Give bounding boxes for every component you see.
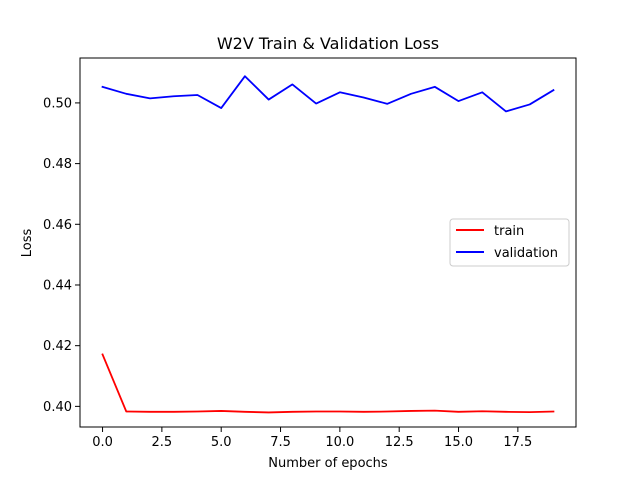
x-axis-ticks: 0.0 2.5 5.0 7.5 10.0 12.5 15.0 17.5 — [92, 427, 532, 450]
x-tick-label: 12.5 — [385, 435, 414, 450]
x-tick-label: 2.5 — [152, 435, 173, 450]
series-line-validation — [101, 75, 555, 113]
x-tick-label: 10.0 — [325, 435, 354, 450]
x-tick-label: 5.0 — [211, 435, 232, 450]
y-tick-label: 0.50 — [43, 96, 72, 111]
x-axis-label: Number of epochs — [268, 456, 388, 471]
plot-frame — [79, 57, 577, 428]
y-tick-label: 0.48 — [43, 157, 72, 172]
y-axis-ticks: 0.40 0.42 0.44 0.46 0.48 0.50 — [43, 96, 80, 415]
x-tick-label: 7.5 — [270, 435, 291, 450]
y-tick-label: 0.44 — [43, 278, 72, 293]
x-tick-label: 17.5 — [503, 435, 532, 450]
chart-title: W2V Train & Validation Loss — [217, 34, 439, 53]
series-line-train — [101, 353, 555, 414]
legend: train validation — [449, 218, 570, 267]
y-tick-label: 0.42 — [43, 339, 72, 354]
x-tick-label: 0.0 — [92, 435, 113, 450]
y-axis-label: Loss — [20, 229, 35, 258]
plot-lines — [101, 75, 555, 414]
x-tick-label: 15.0 — [444, 435, 473, 450]
legend-label-validation: validation — [494, 246, 558, 261]
y-tick-label: 0.40 — [43, 400, 72, 415]
legend-label-train: train — [494, 224, 524, 239]
y-tick-label: 0.46 — [43, 218, 72, 233]
